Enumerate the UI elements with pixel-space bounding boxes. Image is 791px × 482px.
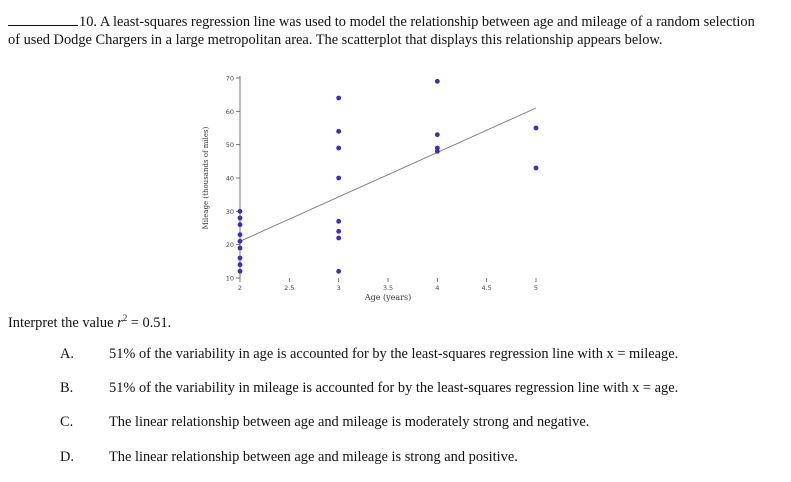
prompt-value: = 0.51.: [127, 314, 172, 331]
x-tick-label: 4: [435, 284, 439, 292]
y-tick-label: 50: [226, 141, 234, 149]
y-tick-label: 20: [226, 241, 234, 249]
interpret-prompt: Interpret the value r2 = 0.51.: [8, 309, 171, 332]
x-tick-label: 4.5: [481, 284, 491, 292]
choice-letter: B.: [60, 380, 74, 396]
x-axis-label: Age (years): [364, 293, 411, 302]
y-tick-label: 10: [226, 275, 234, 283]
data-point: [237, 245, 243, 251]
choice-text: 51% of the variability in age is account…: [109, 346, 679, 362]
choice-text: 51% of the variability in mileage is acc…: [109, 380, 679, 396]
data-point: [434, 145, 440, 151]
data-point: [237, 215, 243, 221]
x-tick-label: 3: [337, 284, 341, 292]
choice-text: The linear relationship between age and …: [109, 449, 518, 465]
x-tick-label: 3.5: [383, 284, 393, 292]
prompt-lead: Interpret the value: [8, 314, 118, 331]
y-tick-label: 40: [226, 175, 234, 183]
data-point: [237, 208, 243, 214]
x-tick-label: 2: [238, 284, 242, 292]
choice-text: The linear relationship between age and …: [109, 414, 590, 430]
question-body: A least-squares regression line was used…: [8, 14, 755, 48]
y-tick-label: 70: [226, 75, 234, 83]
y-tick-label: 60: [226, 108, 234, 116]
regression-line: [239, 107, 537, 242]
answer-blank[interactable]: [8, 12, 78, 26]
choice-letter: C.: [60, 414, 74, 430]
data-point: [336, 268, 342, 274]
data-point: [336, 128, 342, 134]
x-tick-label: 5: [534, 284, 538, 292]
data-point: [336, 235, 342, 241]
r-superscript: 2: [122, 313, 128, 323]
data-point: [336, 145, 342, 151]
r-symbol: r: [117, 314, 123, 331]
y-axis-label: Mileage (thousands of miles): [202, 126, 210, 229]
question-text: 10. A least-squares regression line was …: [8, 12, 768, 49]
data-point: [533, 165, 539, 171]
choice-letter: D.: [60, 449, 74, 465]
data-point: [336, 218, 342, 224]
x-tick-label: 2.5: [284, 284, 294, 292]
data-point: [434, 148, 440, 154]
data-point: [237, 262, 243, 268]
question-number: 10.: [79, 14, 97, 30]
data-point: [237, 268, 243, 274]
data-point: [237, 238, 243, 244]
data-point: [434, 78, 440, 84]
data-point: [336, 95, 342, 101]
y-tick-label: 30: [226, 208, 234, 216]
choice-letter: A.: [60, 346, 74, 362]
data-point: [533, 125, 539, 131]
data-point: [336, 175, 342, 181]
data-point: [336, 228, 342, 234]
data-point: [237, 255, 243, 261]
data-point: [434, 132, 440, 138]
data-point: [237, 232, 243, 238]
data-point: [237, 222, 243, 228]
